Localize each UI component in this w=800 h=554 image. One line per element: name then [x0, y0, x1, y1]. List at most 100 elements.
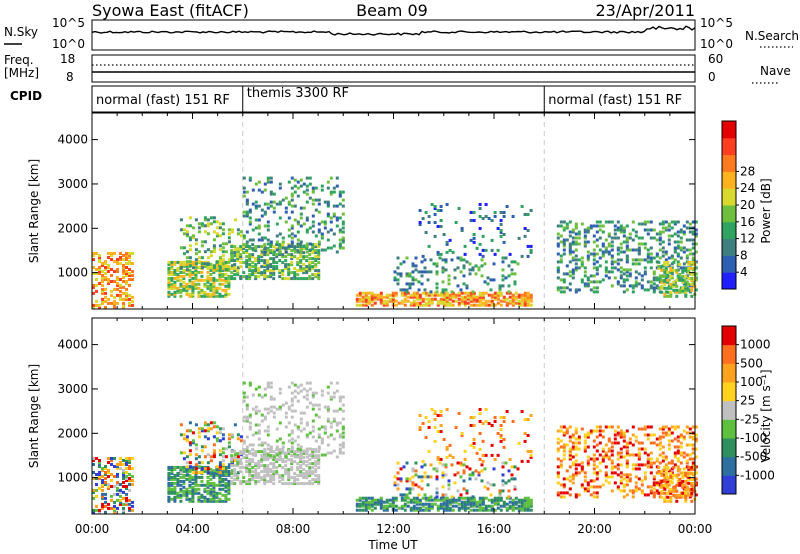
velocity-cell [652, 483, 656, 487]
power-cell [239, 255, 243, 259]
velocity-cell [131, 475, 134, 478]
power-cell [577, 232, 581, 236]
power-cell [472, 233, 476, 236]
power-cell [116, 282, 119, 285]
power-cell [194, 284, 198, 288]
velocity-cell [616, 487, 620, 491]
velocity-cell [468, 473, 472, 477]
power-cell [388, 299, 392, 303]
velocity-cell [439, 410, 443, 413]
velocity-cell [562, 483, 566, 487]
power-cell [293, 273, 297, 277]
power-cell [302, 222, 306, 226]
velocity-cell [685, 453, 689, 457]
velocity-cell [601, 429, 605, 433]
power-cell [634, 282, 638, 286]
velocity-cell [646, 465, 650, 469]
power-cell [257, 180, 261, 184]
velocity-cell [194, 471, 198, 475]
power-cell [218, 276, 222, 280]
velocity-cell [586, 487, 590, 491]
velocity-cell [436, 430, 440, 433]
power-cell [257, 267, 261, 271]
power-cell [167, 270, 171, 274]
velocity-cell [469, 502, 473, 506]
power-cell [678, 288, 682, 292]
velocity-cell [128, 483, 131, 486]
velocity-cell [263, 478, 267, 482]
power-cell [643, 258, 647, 262]
power-cell [131, 299, 134, 303]
power-cell [269, 242, 273, 246]
power-cell [435, 290, 439, 294]
velocity-cell [185, 467, 189, 471]
power-cell [477, 266, 481, 270]
power-cell [326, 230, 330, 234]
velocity-cell [203, 499, 207, 503]
velocity-cell [421, 502, 425, 506]
power-cell [92, 285, 95, 289]
power-cell [197, 292, 201, 296]
power-cell [128, 278, 131, 281]
velocity-cell [610, 465, 614, 469]
power-cell [185, 268, 189, 272]
velocity-cell [215, 471, 219, 475]
velocity-cell [308, 468, 312, 472]
power-cell [439, 291, 443, 295]
power-cell [412, 291, 416, 295]
power-cell [478, 301, 482, 305]
power-cell [218, 282, 222, 286]
velocity-cell [212, 451, 216, 455]
power-cell [122, 264, 125, 267]
velocity-cell [619, 451, 623, 455]
power-cell [230, 253, 234, 257]
y-tick-label: 3000 [57, 382, 88, 396]
power-cell [170, 278, 174, 282]
velocity-cell [676, 459, 680, 463]
power-cell [326, 212, 330, 216]
power-cell [179, 282, 183, 286]
power-cell [209, 276, 213, 280]
velocity-cell [643, 493, 647, 497]
velocity-cell [429, 475, 433, 479]
power-cell [209, 272, 213, 276]
power-cell [221, 288, 225, 292]
power-cell [637, 246, 641, 250]
velocity-cell [308, 401, 312, 405]
power-cell [601, 230, 605, 234]
power-cell [263, 224, 267, 228]
power-cell [95, 299, 98, 303]
power-cell [317, 210, 321, 214]
velocity-cell [444, 465, 448, 469]
velocity-cell [122, 473, 125, 476]
power-cell [317, 277, 321, 281]
power-cell [616, 280, 620, 284]
power-cell [463, 301, 467, 305]
power-cell [625, 248, 629, 252]
power-cell [269, 265, 273, 269]
power-cell [681, 288, 685, 292]
power-cell [257, 218, 261, 222]
power-cell [257, 224, 261, 228]
power-cell [341, 198, 345, 202]
velocity-cell [191, 477, 195, 481]
power-cell [687, 288, 691, 292]
colorbar-swatch [722, 221, 736, 240]
power-cell [669, 290, 673, 294]
velocity-cell [332, 437, 336, 441]
velocity-cell [475, 500, 479, 504]
velocity-cell [403, 502, 407, 506]
velocity-cell [221, 447, 225, 451]
power-cell [176, 268, 180, 272]
velocity-cell [122, 459, 125, 462]
velocity-cell [367, 502, 371, 506]
velocity-cell [263, 482, 267, 486]
power-cell [314, 234, 318, 238]
velocity-cell [110, 473, 113, 476]
velocity-cell [329, 421, 333, 425]
power-cell [595, 260, 599, 264]
velocity-cell [649, 451, 653, 455]
velocity-cell [643, 433, 647, 437]
velocity-cell [209, 477, 213, 481]
power-cell [379, 299, 383, 303]
